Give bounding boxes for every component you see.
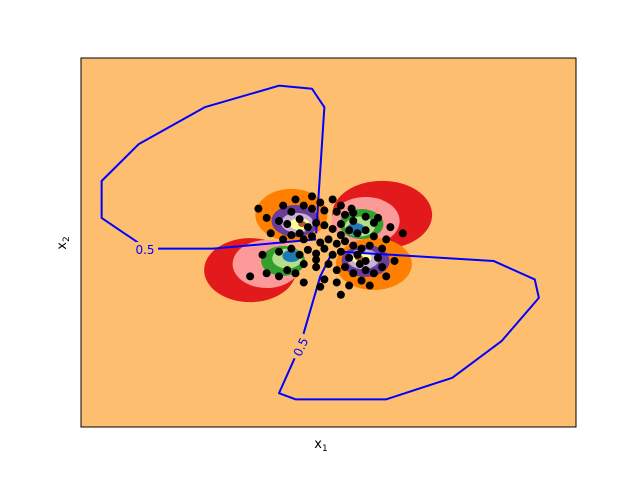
scatter-point <box>341 211 349 219</box>
y-axis-label-subscript: 2 <box>62 236 72 242</box>
scatter-point <box>283 220 291 228</box>
scatter-point <box>329 225 337 233</box>
scatter-point <box>341 263 349 271</box>
scatter-point <box>333 266 341 274</box>
scatter-point <box>345 282 353 290</box>
scatter-point <box>362 226 370 234</box>
scatter-point <box>349 269 357 277</box>
scatter-point <box>333 278 341 286</box>
scatter-point <box>382 272 390 280</box>
scatter-point <box>263 214 271 222</box>
scatter-point <box>279 235 287 243</box>
scatter-point <box>296 229 304 237</box>
scatter-point <box>275 272 283 280</box>
scatter-point <box>254 205 262 213</box>
scatter-point <box>378 263 386 271</box>
scatter-point <box>287 231 295 239</box>
scatter-point <box>320 207 328 215</box>
scatter-point <box>308 192 316 200</box>
scatter-point <box>312 219 320 227</box>
scatter-point <box>287 245 295 253</box>
scatter-point <box>300 260 308 268</box>
scatter-point <box>374 254 382 262</box>
scatter-point <box>353 229 361 237</box>
scatter-point <box>304 246 312 254</box>
scatter-point <box>312 263 320 271</box>
scatter-point <box>296 251 304 259</box>
scatter-point <box>300 278 308 286</box>
scatter-point <box>370 269 378 277</box>
scatter-point <box>345 226 353 234</box>
scatter-point <box>337 248 345 256</box>
scatter-point <box>308 205 316 213</box>
scatter-point <box>329 195 337 203</box>
scatter-point <box>399 229 407 237</box>
scatter-point <box>320 275 328 283</box>
contour-level-label-left: 0.5 <box>135 243 154 257</box>
scatter-point <box>267 229 275 237</box>
scatter-point <box>275 248 283 256</box>
scatter-point <box>366 242 374 250</box>
scatter-point <box>292 269 300 277</box>
scatter-point <box>316 199 324 207</box>
scatter-point <box>374 214 382 222</box>
scatter-point <box>287 208 295 216</box>
scatter-point <box>325 260 333 268</box>
x-axis-label: x1 <box>314 437 327 454</box>
scatter-point <box>362 266 370 274</box>
scatter-point <box>337 202 345 210</box>
scatter-point <box>320 221 328 229</box>
scatter-point <box>348 205 356 213</box>
scatter-point <box>300 202 308 210</box>
scatter-point <box>349 242 357 250</box>
y-axis-label: x2 <box>55 236 72 249</box>
scatter-point <box>378 245 386 253</box>
scatter-point <box>333 240 341 248</box>
scatter-point <box>275 217 283 225</box>
scatter-point <box>312 256 320 264</box>
scatter-point <box>391 257 399 265</box>
scatter-point <box>263 269 271 277</box>
x-axis-label-subscript: 1 <box>322 444 328 454</box>
scatter-point <box>362 213 370 221</box>
scatter-point <box>329 251 337 259</box>
scatter-point <box>296 215 304 223</box>
scatter-point <box>353 251 361 259</box>
scatter-point <box>304 223 312 231</box>
scatter-point <box>337 220 345 228</box>
scatter-point <box>345 254 353 262</box>
scatter-point <box>246 272 254 280</box>
scatter-point <box>349 217 357 225</box>
scatter-point <box>308 232 316 240</box>
scatter-point <box>370 232 378 240</box>
scatter-point <box>292 195 300 203</box>
scatter-point <box>386 223 394 231</box>
scatter-point <box>337 231 345 239</box>
scatter-point <box>279 202 287 210</box>
scatter-point <box>356 260 364 268</box>
scatter-point <box>316 283 324 291</box>
scatter-point <box>259 251 267 259</box>
scatter-point <box>325 235 333 243</box>
scatter-point <box>366 282 374 290</box>
scatter-point <box>283 266 291 274</box>
scatter-point <box>382 235 390 243</box>
scatter-point <box>337 291 345 299</box>
scatter-point <box>320 245 328 253</box>
scatter-point <box>358 277 366 285</box>
